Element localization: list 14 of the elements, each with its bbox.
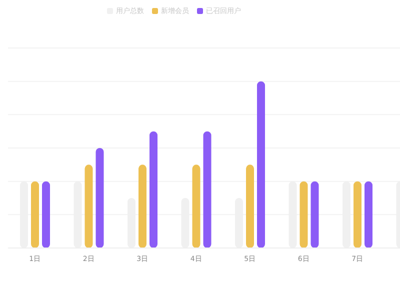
bar [300,181,308,248]
bar [203,131,212,248]
bar [257,81,265,248]
bar [354,181,362,248]
bar [192,164,200,248]
bar [96,148,104,248]
bar [42,181,50,248]
bar [84,164,93,248]
bar [138,164,146,248]
bar [31,181,39,248]
bar [246,164,254,248]
bar [310,181,319,248]
bar [150,131,158,248]
bar [364,181,372,248]
